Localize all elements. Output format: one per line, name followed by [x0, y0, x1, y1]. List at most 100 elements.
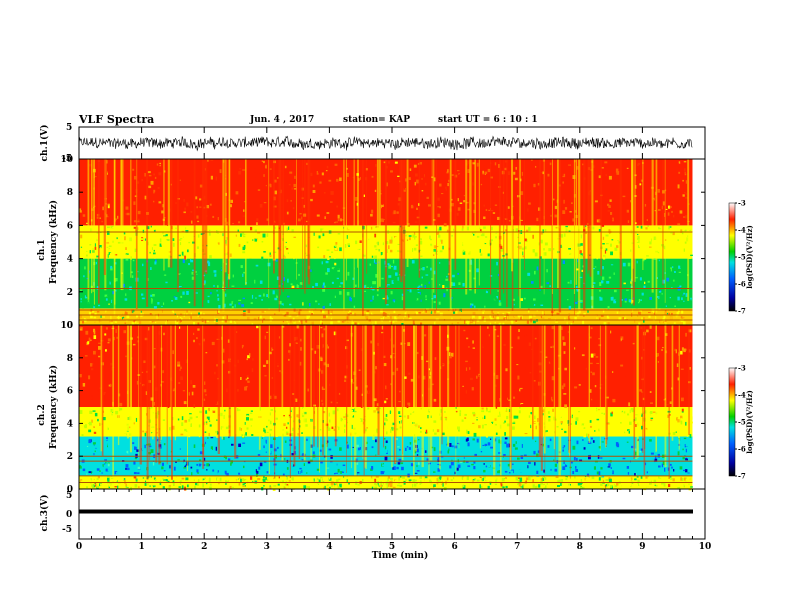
spectrogram-speckle: [151, 238, 155, 241]
spectrogram-speckle: [115, 232, 118, 236]
spectrogram-speckle: [426, 449, 428, 451]
spectrogram-speckle: [497, 290, 499, 292]
spectrogram-speckle: [554, 205, 557, 210]
spectrogram-speckle: [287, 303, 289, 306]
spectrogram-speckle: [545, 261, 548, 263]
spectrogram-speckle: [451, 241, 454, 243]
spectrogram-speckle: [282, 258, 286, 262]
spectrogram-speckle: [173, 315, 176, 317]
spectrogram-speckle: [397, 484, 400, 487]
spectrogram-speckle: [554, 191, 557, 193]
spectrogram-speckle: [507, 206, 510, 209]
spectrogram-speckle: [617, 315, 619, 319]
spectrogram-streak: [524, 159, 525, 271]
spectrogram-speckle: [452, 316, 455, 320]
spectrogram-speckle: [498, 302, 502, 306]
spectrogram-speckle: [351, 322, 354, 326]
spectrogram-streak: [503, 159, 505, 294]
spectrogram-speckle: [196, 206, 198, 209]
spectrogram-speckle: [507, 312, 511, 314]
spectrogram-speckle: [223, 303, 226, 308]
spectrogram-speckle: [580, 479, 583, 483]
spectrogram-speckle: [542, 311, 544, 315]
spectrogram-speckle: [193, 479, 195, 481]
spectrogram-speckle: [629, 483, 632, 486]
spectrogram-speckle: [150, 244, 154, 246]
spectrogram-speckle: [321, 483, 323, 486]
spectrogram-speckle: [173, 482, 175, 486]
spectrogram-speckle: [352, 250, 355, 252]
spectrogram-speckle: [565, 275, 569, 279]
spectrogram-speckle: [401, 478, 404, 482]
spectrogram-speckle: [304, 317, 307, 321]
spectrogram-speckle: [321, 261, 323, 265]
spectrogram-streak: [478, 159, 480, 286]
spectrogram-speckle: [225, 481, 227, 485]
spectrogram-speckle: [616, 311, 619, 314]
spectrogram-speckle: [240, 233, 242, 237]
spectrogram-speckle: [568, 248, 571, 250]
spectrogram-speckle: [554, 480, 557, 482]
spectrogram-speckle: [294, 188, 297, 190]
spectrogram-speckle: [616, 245, 619, 248]
spectrogram-speckle: [329, 477, 331, 480]
spectrogram-speckle: [428, 226, 430, 229]
spectrogram-speckle: [658, 291, 662, 293]
spectrogram-speckle: [494, 204, 498, 206]
spectrogram-speckle: [155, 259, 157, 263]
spectrogram-speckle: [156, 478, 158, 483]
spectrogram-speckle: [300, 183, 303, 187]
spectrogram-speckle: [202, 484, 205, 488]
spectrogram-speckle: [150, 321, 153, 323]
spectrogram-speckle: [266, 234, 269, 237]
spectrogram-speckle: [433, 270, 436, 275]
spectrogram-speckle: [473, 483, 477, 486]
spectrogram-speckle: [438, 234, 441, 238]
spectrogram-speckle: [602, 309, 605, 313]
spectrogram-speckle: [548, 252, 551, 256]
spectrogram-speckle: [666, 247, 669, 251]
spectrogram-speckle: [277, 483, 280, 486]
spectrogram-speckle: [196, 483, 200, 486]
spectrogram-speckle: [675, 159, 677, 162]
spectrogram-speckle: [437, 477, 441, 481]
spectrogram-speckle: [245, 480, 247, 482]
spectrogram-speckle: [491, 230, 494, 233]
spectrogram-speckle: [185, 214, 189, 216]
spectrogram-speckle: [441, 193, 444, 195]
spectrogram-speckle: [586, 469, 590, 473]
spectrogram-speckle: [482, 310, 485, 312]
spectrogram-speckle: [299, 282, 303, 285]
spectrogram-speckle: [434, 321, 436, 325]
spectrogram-speckle: [610, 316, 614, 318]
spectrogram-speckle: [83, 236, 85, 240]
spectrogram-speckle: [403, 312, 407, 314]
spectrogram-speckle: [575, 485, 577, 489]
spectrogram-speckle: [410, 205, 414, 209]
spectrogram-speckle: [429, 479, 431, 483]
spectrogram-speckle: [116, 482, 118, 484]
spectrogram-speckle: [348, 245, 350, 247]
ch1-spec-ylabel: ch.1: [37, 239, 47, 260]
spectrogram-speckle: [330, 201, 333, 203]
spectrogram-speckle: [200, 311, 202, 316]
spectrogram-speckle: [196, 181, 199, 185]
spectrogram-streak: [278, 159, 280, 312]
spectrogram-speckle: [134, 321, 137, 324]
spectrogram-speckle: [95, 261, 97, 265]
spectrogram-speckle: [671, 210, 673, 213]
spectrogram-speckle: [426, 438, 429, 442]
spectrogram-streak: [376, 159, 379, 292]
spectrogram-speckle: [336, 479, 339, 483]
spectrogram-speckle: [226, 485, 230, 489]
spectrogram-speckle: [467, 465, 471, 467]
spectrogram-speckle: [562, 290, 564, 294]
spectrogram-speckle: [329, 303, 331, 306]
spectrogram-speckle: [284, 246, 287, 249]
spectrogram-speckle: [567, 315, 570, 320]
spectrogram-speckle: [175, 202, 177, 204]
spectrogram-speckle: [112, 291, 115, 295]
spectrogram-speckle: [101, 211, 105, 215]
spectrogram-speckle: [567, 482, 569, 486]
spectrogram-speckle: [133, 476, 137, 479]
